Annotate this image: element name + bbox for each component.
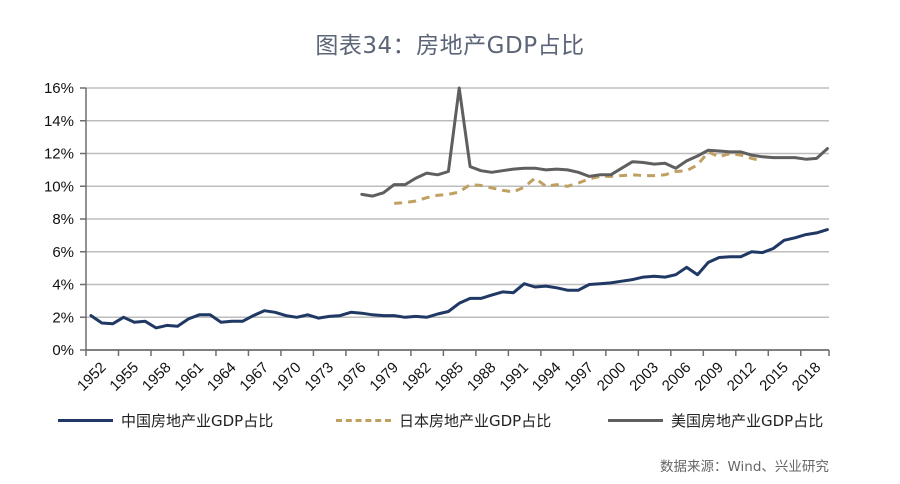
- x-tick-label: 1976: [334, 359, 370, 395]
- legend-item-japan: 日本房地产业GDP占比: [336, 410, 551, 431]
- legend-label-japan: 日本房地产业GDP占比: [399, 412, 552, 430]
- series-line-japan: [394, 150, 763, 205]
- y-tick-label: 10%: [44, 178, 74, 195]
- x-tick-label: 1964: [204, 359, 240, 395]
- series-lines: [89, 86, 829, 330]
- y-tick-label: 2%: [52, 309, 74, 326]
- x-tick-label: 1958: [139, 359, 175, 395]
- x-tick-labels: 1952195519581961196419671970197319761979…: [74, 359, 824, 395]
- legend-swatch-us: [608, 419, 663, 422]
- axes: [80, 87, 830, 356]
- source-note: 数据来源：Wind、兴业研究: [660, 459, 829, 475]
- legend-label-us: 美国房地产业GDP占比: [671, 412, 824, 430]
- legend-swatch-japan: [336, 419, 391, 422]
- x-tick-label: 1991: [496, 359, 532, 395]
- y-tick-label: 4%: [52, 277, 74, 294]
- x-tick-label: 1982: [399, 359, 435, 395]
- x-tick-label: 2006: [659, 359, 695, 395]
- x-tick-label: 1973: [301, 359, 337, 395]
- x-tick-label: 1952: [74, 359, 110, 395]
- y-tick-label: 16%: [44, 80, 74, 97]
- legend-label-china: 中国房地产业GDP占比: [121, 412, 274, 430]
- x-tick-label: 1967: [236, 359, 272, 395]
- x-tick-label: 1985: [431, 359, 467, 395]
- x-tick-label: 1955: [106, 359, 142, 395]
- x-tick-label: 2003: [626, 359, 662, 395]
- x-tick-label: 1961: [171, 359, 207, 395]
- y-tick-label: 12%: [44, 146, 74, 163]
- x-tick-label: 2009: [691, 359, 727, 395]
- x-tick-label: 2018: [789, 359, 825, 395]
- x-tick-label: 1970: [269, 359, 305, 395]
- x-tick-label: 1997: [561, 359, 597, 395]
- x-tick-label: 2012: [724, 359, 760, 395]
- legend: 中国房地产业GDP占比 日本房地产业GDP占比 美国房地产业GDP占比: [0, 410, 900, 436]
- y-tick-label: 0%: [52, 342, 74, 359]
- x-tick-label: 1979: [366, 359, 402, 395]
- y-tick-label: 8%: [52, 211, 74, 228]
- y-tick-labels: 0% 2% 4% 6% 8% 10% 12% 14% 16%: [44, 80, 74, 359]
- y-tick-label: 14%: [44, 113, 74, 130]
- series-line-us: [360, 86, 829, 198]
- legend-swatch-china: [58, 419, 113, 422]
- series-line-china: [89, 228, 829, 330]
- legend-item-china: 中国房地产业GDP占比: [58, 410, 273, 431]
- x-tick-label: 2015: [756, 359, 792, 395]
- y-tick-label: 6%: [52, 244, 74, 261]
- x-tick-label: 2000: [594, 359, 630, 395]
- legend-item-us: 美国房地产业GDP占比: [608, 410, 823, 431]
- x-tick-label: 1994: [529, 359, 565, 395]
- chart-title: 图表34：房地产GDP占比: [315, 33, 585, 59]
- x-tick-label: 1988: [464, 359, 500, 395]
- gridlines: [86, 87, 829, 318]
